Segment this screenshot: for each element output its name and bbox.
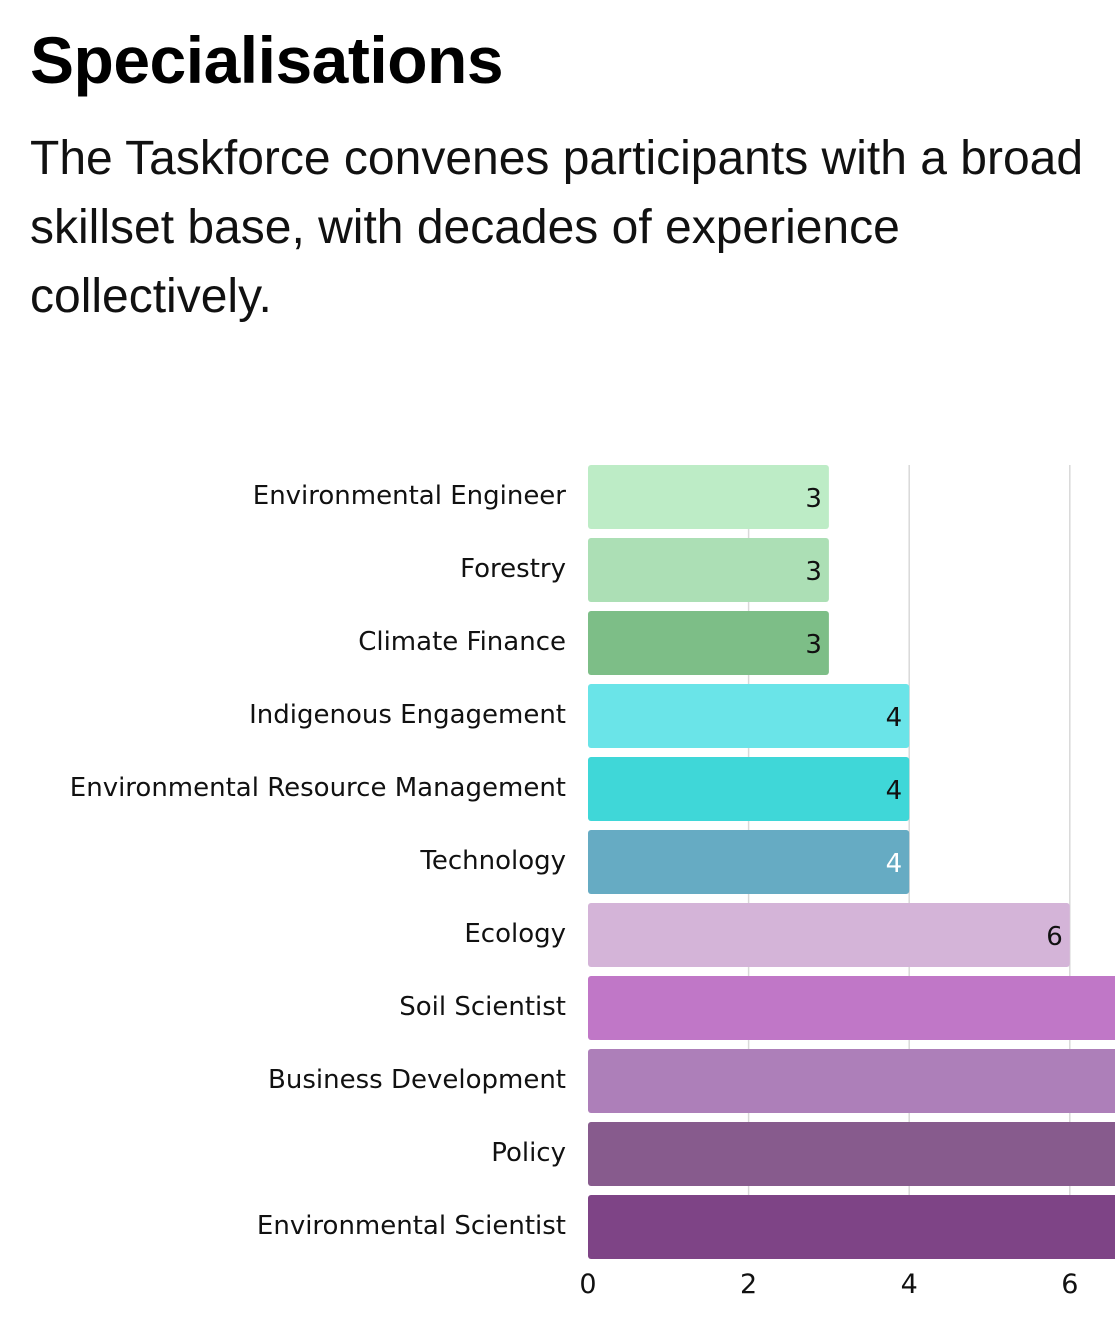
bar [588,684,910,748]
chart-bars: 333444688911 [588,465,1115,1259]
bar [588,1122,1115,1186]
value-axis: 024681012 [579,1269,1078,1300]
chart-title: Specialisations [30,23,504,97]
bar-value-label: 3 [805,557,822,587]
category-label: Ecology [464,919,566,949]
category-label: Indigenous Engagement [249,700,566,730]
category-label: Policy [491,1138,566,1168]
category-label: Environmental Resource Management [70,773,566,803]
category-label: Climate Finance [358,627,566,657]
bar [588,538,829,602]
bar-value-label: 3 [805,630,822,660]
category-label: Environmental Scientist [257,1211,566,1241]
bar [588,903,1070,967]
bar-value-label: 4 [886,703,903,733]
category-label: Soil Scientist [399,992,566,1022]
bar [588,1049,1115,1113]
bar [588,757,910,821]
category-axis: Environmental Engineer Forestry Climate Fi… [70,481,567,1241]
chart-subtitle: The Taskforce convenes participants with… [30,132,1084,323]
category-label: Business Development [268,1065,566,1095]
bar-value-label: 3 [805,484,822,514]
bar [588,976,1115,1040]
bar-value-label: 4 [886,776,903,806]
bar-value-label: 6 [1046,922,1063,952]
x-tick-label: 2 [740,1269,757,1300]
category-label: Forestry [460,554,566,584]
category-label: Environmental Engineer [253,481,567,511]
x-tick-label: 6 [1061,1269,1078,1300]
bar [588,611,829,675]
category-label: Technology [419,846,566,876]
bar [588,830,910,894]
bar-chart: 333444688911 Environmental EngineerFores… [70,465,1115,1300]
bar [588,1195,1115,1259]
x-tick-label: 4 [901,1269,918,1300]
bar-value-label: 4 [886,849,903,879]
x-tick-label: 0 [579,1269,596,1300]
bar [588,465,829,529]
